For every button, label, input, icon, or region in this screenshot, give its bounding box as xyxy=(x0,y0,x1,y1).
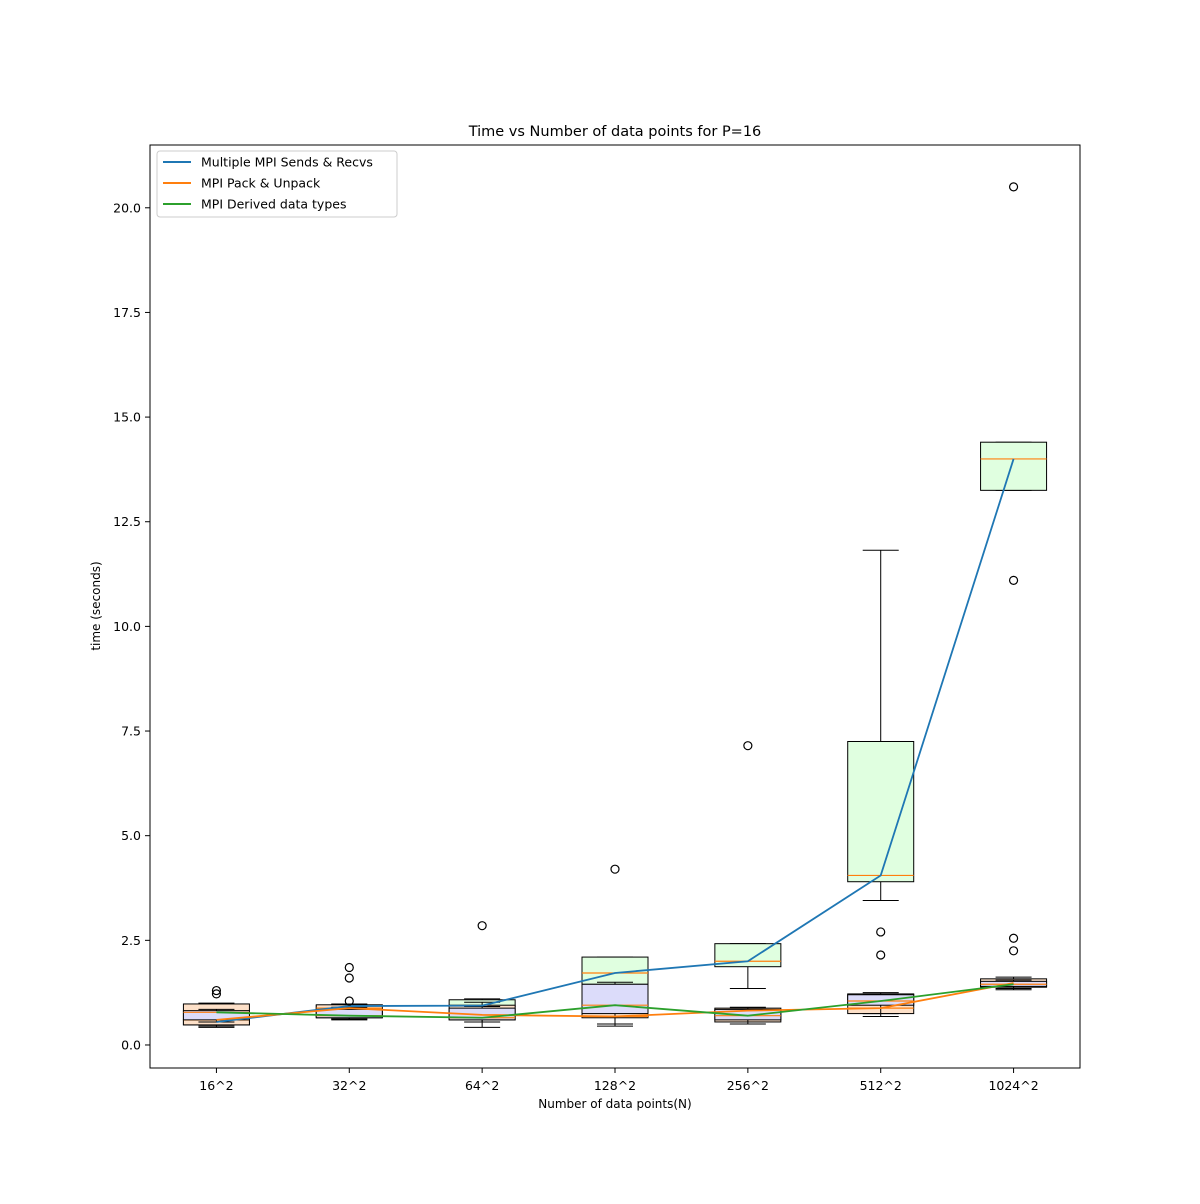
y-tick-label: 0.0 xyxy=(121,1037,141,1052)
y-tick-label: 5.0 xyxy=(121,828,141,843)
box-body xyxy=(581,983,649,1015)
outlier-point xyxy=(1008,575,1019,585)
box-body xyxy=(714,1008,782,1021)
outlier-point xyxy=(344,973,354,983)
outlier-point xyxy=(477,921,487,931)
outlier-point xyxy=(876,950,886,960)
box-body xyxy=(315,1008,383,1019)
box-0-4 xyxy=(714,943,782,989)
x-tick-label: 32^2 xyxy=(332,1078,366,1093)
y-tick-label: 17.5 xyxy=(113,305,141,320)
outlier-point xyxy=(211,989,222,999)
box-0-5 xyxy=(847,549,915,902)
series-lines-layer xyxy=(216,458,1015,1023)
y-axis-label: time (seconds) xyxy=(89,561,103,650)
y-tick-label: 10.0 xyxy=(113,619,141,634)
y-tick-label: 15.0 xyxy=(113,410,141,425)
box-body xyxy=(847,740,915,883)
outlier-point xyxy=(1008,182,1019,192)
box-0-6 xyxy=(980,441,1048,491)
x-tick-label: 16^2 xyxy=(199,1078,233,1093)
legend-label-2: MPI Derived data types xyxy=(201,197,346,212)
outlier-point xyxy=(1008,933,1019,943)
box-2-3 xyxy=(581,981,649,1025)
chart-title: Time vs Number of data points for P=16 xyxy=(468,124,762,140)
legend-box xyxy=(156,150,398,218)
x-axis-label: Number of data points(N) xyxy=(538,1097,691,1111)
box-body xyxy=(980,441,1048,491)
y-tick-label: 7.5 xyxy=(121,724,141,739)
y-tick-label: 12.5 xyxy=(113,514,141,529)
legend: Multiple MPI Sends & Recvs MPI Pack & Unp… xyxy=(156,150,398,218)
y-tick-label: 20.0 xyxy=(113,200,141,215)
outlier-point xyxy=(743,741,753,751)
series-line-0 xyxy=(216,458,1015,1023)
plot-frame xyxy=(149,144,1081,1069)
outlier-point xyxy=(344,996,354,1006)
y-tick-label: 2.5 xyxy=(121,933,141,948)
outliers-layer xyxy=(211,182,1019,1006)
outlier-point xyxy=(1008,946,1019,956)
series-line-2 xyxy=(216,983,1014,1019)
outlier-point xyxy=(610,864,620,874)
legend-label-0: Multiple MPI Sends & Recvs xyxy=(201,155,373,170)
series-line-1 xyxy=(216,982,1014,1021)
outlier-point xyxy=(876,927,886,937)
x-tick-label: 512^2 xyxy=(860,1078,902,1093)
outlier-point xyxy=(344,962,354,973)
outlier-point xyxy=(211,985,222,996)
x-tick-label: 256^2 xyxy=(727,1078,769,1093)
x-tick-label: 1024^2 xyxy=(988,1078,1038,1093)
box-body xyxy=(847,994,915,1006)
box-2-4 xyxy=(714,1007,782,1023)
x-tick-label: 64^2 xyxy=(465,1078,499,1093)
x-tick-label: 128^2 xyxy=(594,1078,636,1093)
axes-layer: 0.0 2.5 5.0 7.5 10.0 12.5 15.0 17.5 20.0 16^2 32^2… xyxy=(113,200,1039,1093)
legend-label-1: MPI Pack & Unpack xyxy=(201,176,321,191)
boxes-layer xyxy=(182,441,1048,1028)
